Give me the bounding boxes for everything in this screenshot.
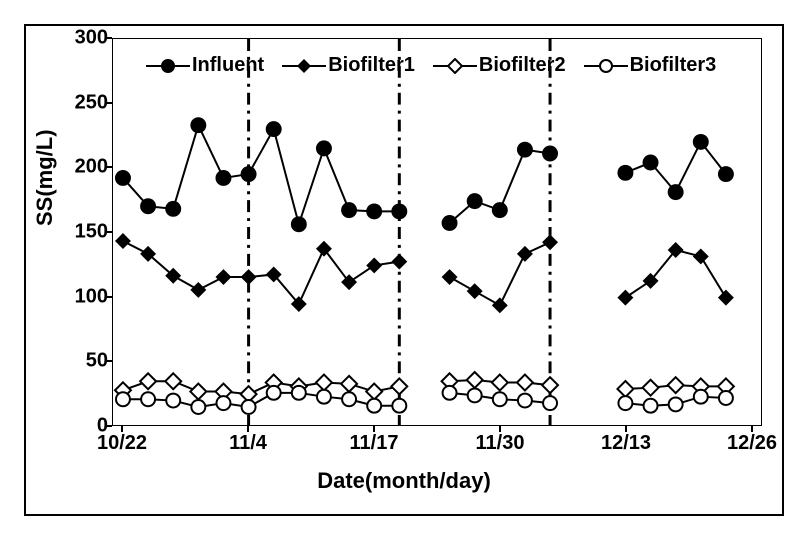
y-tick-label: 300	[58, 27, 108, 50]
y-tick-label: 250	[58, 91, 108, 114]
chart-container: SS(mg/L) Date(month/day) Influent Biofil…	[0, 0, 812, 540]
y-tick-label: 50	[58, 350, 108, 373]
plot-svg	[113, 39, 761, 425]
y-axis-label: SS(mg/L)	[32, 129, 58, 226]
x-axis-label: Date(month/day)	[317, 468, 491, 494]
chart-outer-border: SS(mg/L) Date(month/day) Influent Biofil…	[24, 24, 784, 516]
y-tick-label: 100	[58, 285, 108, 308]
y-tick-label: 150	[58, 221, 108, 244]
x-tick-label: 12/26	[727, 432, 777, 455]
plot-area	[112, 38, 762, 426]
x-tick-label: 12/13	[601, 432, 651, 455]
y-tick-label: 200	[58, 156, 108, 179]
x-tick-label: 10/22	[97, 432, 147, 455]
x-tick-label: 11/4	[229, 432, 267, 455]
x-tick-label: 11/30	[476, 432, 525, 455]
x-tick-label: 11/17	[350, 432, 399, 455]
